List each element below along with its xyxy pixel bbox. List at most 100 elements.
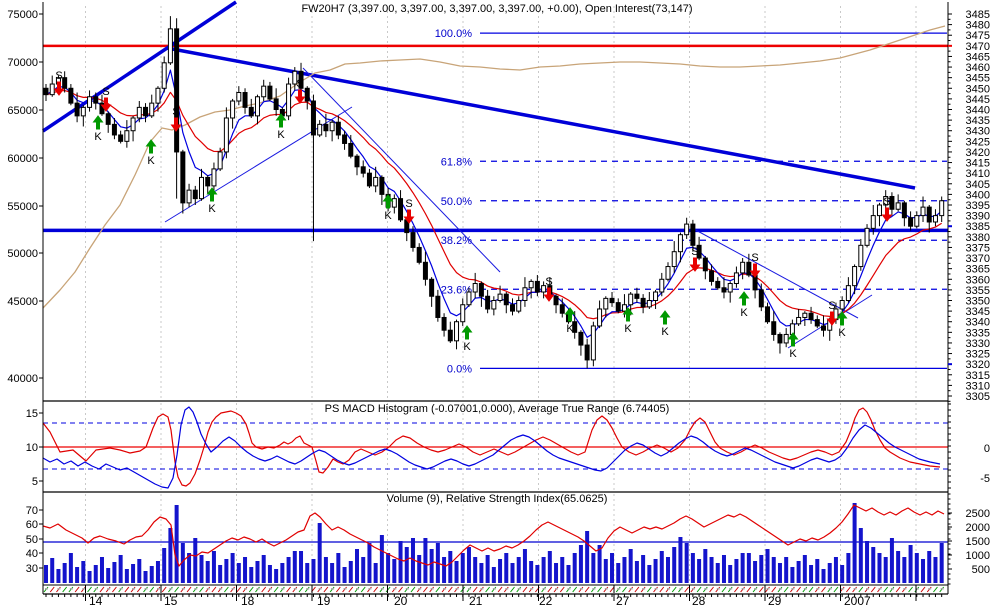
svg-text:3395: 3395 — [966, 200, 990, 212]
svg-text:K: K — [838, 327, 846, 339]
svg-text:20: 20 — [394, 594, 408, 608]
volume-axes: 70 60 50 40 30 2500 2000 1500 1000 500 — [26, 493, 990, 585]
macd-panel[interactable] — [42, 406, 948, 489]
svg-text:75000: 75000 — [7, 9, 38, 21]
svg-text:23.6%: 23.6% — [441, 284, 472, 296]
svg-text:3360: 3360 — [966, 274, 990, 286]
macd-axes: 15 10 5 0 -5 — [26, 403, 990, 489]
svg-text:3435: 3435 — [966, 115, 990, 127]
svg-text:60: 60 — [26, 519, 38, 531]
trade-signals: S S S S S S S S S S K K K K K K K K K K K K — [53, 70, 893, 360]
svg-text:S: S — [751, 252, 758, 264]
svg-text:29: 29 — [768, 594, 782, 608]
svg-text:21: 21 — [469, 594, 483, 608]
svg-text:61.8%: 61.8% — [441, 156, 472, 168]
svg-text:2007: 2007 — [844, 594, 871, 608]
svg-text:K: K — [740, 307, 748, 319]
svg-text:K: K — [94, 131, 102, 143]
svg-text:60000: 60000 — [7, 153, 38, 165]
svg-text:15: 15 — [164, 594, 178, 608]
svg-text:3385: 3385 — [966, 221, 990, 233]
svg-text:K: K — [661, 326, 669, 338]
trendlines — [42, 0, 916, 349]
svg-text:2000: 2000 — [966, 522, 990, 534]
svg-text:3350: 3350 — [966, 296, 990, 308]
svg-text:18: 18 — [241, 594, 255, 608]
svg-text:14: 14 — [89, 594, 103, 608]
svg-text:30: 30 — [26, 563, 38, 575]
svg-text:3335: 3335 — [966, 327, 990, 339]
svg-text:22: 22 — [539, 594, 553, 608]
svg-text:3355: 3355 — [966, 285, 990, 297]
svg-text:70: 70 — [26, 505, 38, 517]
svg-text:3400: 3400 — [966, 189, 990, 201]
svg-text:3440: 3440 — [966, 105, 990, 117]
candlesticks — [43, 16, 945, 369]
svg-text:3330: 3330 — [966, 338, 990, 350]
svg-text:3410: 3410 — [966, 168, 990, 180]
svg-text:3480: 3480 — [966, 20, 990, 32]
svg-text:3425: 3425 — [966, 136, 990, 148]
svg-text:K: K — [384, 210, 392, 222]
svg-text:0.0%: 0.0% — [447, 363, 472, 375]
svg-text:K: K — [566, 323, 574, 335]
svg-text:S: S — [405, 198, 412, 210]
volume-panel[interactable] — [42, 503, 948, 583]
svg-text:3390: 3390 — [966, 211, 990, 223]
svg-text:10: 10 — [26, 442, 38, 454]
svg-text:K: K — [789, 348, 797, 360]
svg-text:3365: 3365 — [966, 264, 990, 276]
svg-text:S: S — [691, 246, 698, 258]
svg-text:K: K — [463, 341, 471, 353]
svg-text:3345: 3345 — [966, 306, 990, 318]
svg-text:3405: 3405 — [966, 179, 990, 191]
svg-text:S: S — [296, 78, 303, 90]
svg-text:S: S — [55, 70, 62, 82]
svg-text:40: 40 — [26, 548, 38, 560]
date-axis: 14 15 18 19 20 21 22 27 28 29 2007 — [45, 594, 943, 608]
svg-text:S: S — [172, 106, 179, 118]
svg-text:K: K — [208, 203, 216, 215]
svg-text:3380: 3380 — [966, 232, 990, 244]
svg-text:K: K — [624, 323, 632, 335]
svg-text:5: 5 — [32, 476, 38, 488]
svg-text:50: 50 — [26, 534, 38, 546]
svg-text:3305: 3305 — [966, 391, 990, 403]
horizontal-support-resistance-lines — [43, 44, 948, 233]
svg-text:3470: 3470 — [966, 41, 990, 53]
svg-text:3450: 3450 — [966, 83, 990, 95]
svg-text:S: S — [102, 86, 109, 98]
svg-text:3340: 3340 — [966, 317, 990, 329]
svg-text:40000: 40000 — [7, 373, 38, 385]
svg-text:S: S — [828, 300, 835, 312]
svg-text:3375: 3375 — [966, 242, 990, 254]
fibonacci-retracement: 100.0% 61.8% 50.0% 38.2% 23.6% 0.0% — [435, 28, 947, 375]
svg-text:500: 500 — [972, 564, 990, 576]
svg-text:100.0%: 100.0% — [435, 28, 473, 40]
svg-text:3420: 3420 — [966, 147, 990, 159]
svg-text:K: K — [147, 155, 155, 167]
svg-text:3455: 3455 — [966, 73, 990, 85]
price-axis-right: 3485348034753470346534603455345034453440… — [948, 9, 990, 403]
panel-borders — [42, 2, 949, 595]
svg-text:3325: 3325 — [966, 349, 990, 361]
svg-text:38.2%: 38.2% — [441, 235, 472, 247]
svg-text:-5: -5 — [980, 473, 990, 485]
svg-text:2500: 2500 — [966, 508, 990, 520]
svg-text:K: K — [277, 129, 285, 141]
svg-text:50.0%: 50.0% — [441, 196, 472, 208]
svg-text:70000: 70000 — [7, 57, 38, 69]
svg-text:3460: 3460 — [966, 62, 990, 74]
svg-text:3320: 3320 — [966, 359, 990, 371]
svg-text:19: 19 — [317, 594, 331, 608]
svg-text:3465: 3465 — [966, 51, 990, 63]
svg-text:45000: 45000 — [7, 296, 38, 308]
svg-text:3315: 3315 — [966, 370, 990, 382]
svg-text:0: 0 — [984, 443, 990, 455]
svg-text:3415: 3415 — [966, 158, 990, 170]
svg-text:3370: 3370 — [966, 253, 990, 265]
svg-text:27: 27 — [616, 594, 630, 608]
open-interest-line — [42, 25, 946, 309]
